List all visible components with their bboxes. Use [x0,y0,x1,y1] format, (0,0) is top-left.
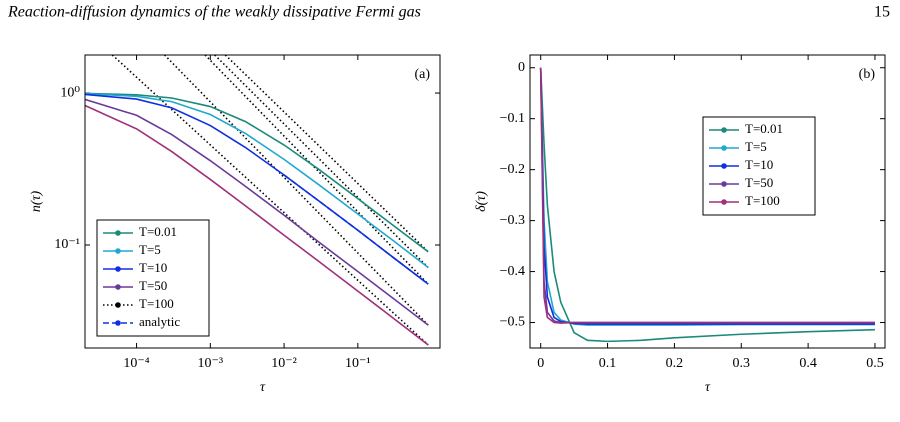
y-tick-label: −0.3 [500,213,525,228]
y-tick-label: −0.4 [500,264,525,279]
legend-label: T=100 [745,193,780,208]
legend-marker [115,248,121,254]
x-tick-label: 0.5 [866,356,884,371]
y-axis-label: n(τ) [29,190,44,212]
y-tick-label: 10⁰ [60,85,80,100]
legend-label: T=50 [745,175,773,190]
legend-marker [721,181,727,187]
y-tick-label: 0 [518,60,525,75]
legend-label: T=10 [139,260,167,275]
legend-marker [115,320,121,326]
series-line [539,67,875,325]
series-line [85,93,429,285]
x-tick-label: 0 [537,356,544,371]
x-tick-label: 0.2 [666,356,684,371]
legend-marker [115,284,121,290]
asymptote [214,55,429,269]
legend-marker [721,199,727,205]
x-tick-label: 0.4 [799,356,817,371]
y-axis-label: δ(τ) [474,191,489,212]
x-axis-label: τ [260,380,266,395]
legend-label: T=50 [139,278,167,293]
legend-marker [115,266,121,272]
legend-marker [721,127,727,133]
legend-label: T=5 [745,139,767,154]
legend-marker [115,230,121,236]
panel-label: (b) [859,67,876,82]
legend-marker [721,163,727,169]
x-tick-label: 10⁻³ [198,356,224,371]
asymptote [224,55,429,253]
x-axis-label: τ [705,380,711,395]
legend-marker [115,302,121,308]
y-tick-label: −0.5 [500,315,525,330]
series-line [85,92,429,269]
page-number: 15 [874,4,890,21]
legend-label: analytic [139,314,180,329]
asymptote [164,55,429,326]
series-line [539,67,875,343]
y-tick-label: −0.1 [500,111,525,126]
legend-label: T=100 [139,296,174,311]
legend-label: T=5 [139,242,161,257]
running-title: Reaction-diffusion dynamics of the weakl… [7,4,421,21]
legend-label: T=0.01 [745,121,783,136]
asymptote [204,55,429,285]
asymptote [111,55,429,346]
x-tick-label: 0.3 [733,356,751,371]
legend-marker [721,145,727,151]
series-line [85,92,429,253]
legend-label: T=10 [745,157,773,172]
x-tick-label: 10⁻⁴ [123,356,149,371]
y-tick-label: 10⁻¹ [54,237,80,252]
series-line [85,104,429,346]
x-tick-label: 0.1 [599,356,617,371]
plot-frame [84,54,441,349]
x-tick-label: 10⁻¹ [345,356,371,371]
series-line [539,67,875,324]
plot-frame [529,54,886,349]
series-line [85,98,429,326]
y-tick-label: −0.2 [500,162,525,177]
series-line [283,174,429,285]
x-tick-label: 10⁻² [271,356,297,371]
legend-box [96,219,210,337]
legend-label: T=0.01 [139,224,177,239]
panel-label: (a) [414,67,430,82]
